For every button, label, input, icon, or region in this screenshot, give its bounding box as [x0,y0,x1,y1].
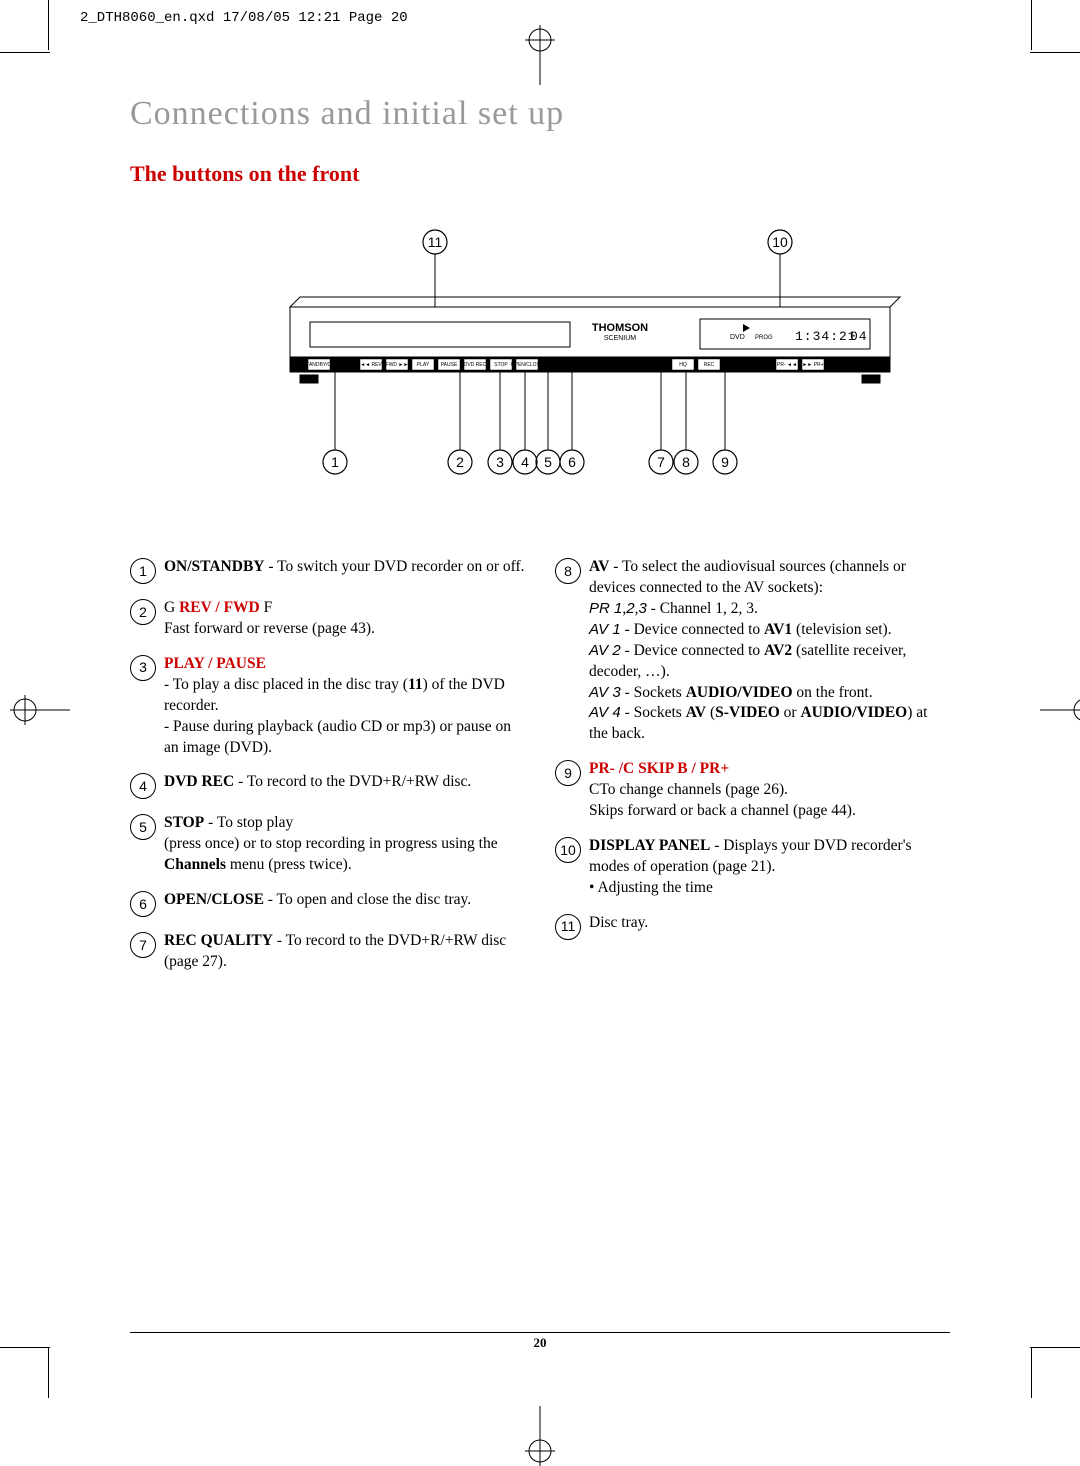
right-column: 8 AV - To select the audiovisual sources … [555,557,950,987]
svg-text:REC: REC [704,362,715,368]
item-body: REC QUALITY - To record to the DVD+R/+RW… [164,931,525,973]
item-4: 4 DVD REC - To record to the DVD+R/+RW di… [130,772,525,799]
item-body: DVD REC - To record to the DVD+R/+RW dis… [164,772,525,799]
svg-text:►► PR+: ►► PR+ [802,362,823,368]
item-body: ON/STANDBY - To switch your DVD recorder… [164,557,525,584]
brand-logo: THOMSON [592,322,648,334]
prepress-header: 2_DTH8060_en.qxd 17/08/05 12:21 Page 20 [80,10,408,26]
item-number-circle: 7 [130,932,156,958]
registration-mark-right [1040,695,1070,725]
item-number-circle: 5 [130,814,156,840]
item-body: PLAY / PAUSE- To play a disc placed in t… [164,654,525,759]
registration-mark-bottom [525,1406,555,1436]
svg-text:PAUSE: PAUSE [441,362,458,368]
svg-text:9: 9 [721,454,729,470]
item-number-circle: 11 [555,914,581,940]
svg-text:DVD REC: DVD REC [464,362,487,368]
item-body: G REV / FWD FFast forward or reverse (pa… [164,598,525,640]
item-number-circle: 6 [130,891,156,917]
section-title: The buttons on the front [130,161,950,187]
page-number: 20 [0,1335,1080,1351]
svg-text:6: 6 [568,454,576,470]
item-body: Disc tray. [589,913,950,940]
svg-text:PROG: PROG [755,335,773,341]
svg-text:STANDBY/ON: STANDBY/ON [303,362,336,368]
item-3: 3 PLAY / PAUSE- To play a disc placed in … [130,654,525,759]
item-number-circle: 10 [555,837,581,863]
svg-text:FWD ►►: FWD ►► [386,362,409,368]
svg-text:STOP: STOP [494,362,508,368]
item-9: 9 PR- /C SKIP B / PR+CTo change channels … [555,759,950,822]
svg-text:OPEN/CLOSE: OPEN/CLOSE [511,362,544,368]
svg-text:10: 10 [772,234,788,250]
svg-text:5: 5 [544,454,552,470]
svg-text:11: 11 [428,234,443,250]
item-1: 1 ON/STANDBY - To switch your DVD recorde… [130,557,525,584]
svg-text:HQ: HQ [679,362,687,368]
footer-rule [130,1332,950,1333]
item-body: STOP - To stop play(press once) or to st… [164,813,525,876]
page-content: Connections and initial set up The butto… [130,95,950,987]
item-number-circle: 3 [130,655,156,681]
item-number-circle: 8 [555,558,581,584]
svg-text:DVD: DVD [730,334,745,341]
svg-text:SCENIUM: SCENIUM [604,335,636,342]
item-body: DISPLAY PANEL - Displays your DVD record… [589,836,950,899]
item-7: 7 REC QUALITY - To record to the DVD+R/+R… [130,931,525,973]
svg-text:1: 1 [331,454,339,470]
item-8: 8 AV - To select the audiovisual sources … [555,557,950,745]
svg-text:1:34:21: 1:34:21 [795,329,857,344]
item-body: PR- /C SKIP B / PR+CTo change channels (… [589,759,950,822]
registration-mark-left [10,695,40,725]
registration-mark-top [525,25,555,55]
svg-text:PR- ◄◄: PR- ◄◄ [777,362,797,368]
item-body: OPEN/CLOSE - To open and close the disc … [164,890,525,917]
svg-text:04: 04 [850,329,868,344]
svg-text:2: 2 [456,454,464,470]
item-10: 10 DISPLAY PANEL - Displays your DVD reco… [555,836,950,899]
item-number-circle: 2 [130,599,156,625]
item-5: 5 STOP - To stop play(press once) or to s… [130,813,525,876]
svg-text:8: 8 [682,454,690,470]
svg-text:7: 7 [657,454,665,470]
item-body: AV - To select the audiovisual sources (… [589,557,950,745]
svg-text:3: 3 [496,454,504,470]
item-number-circle: 1 [130,558,156,584]
description-columns: 1 ON/STANDBY - To switch your DVD recorde… [130,557,950,987]
svg-text:◄◄ REV: ◄◄ REV [360,362,382,368]
left-column: 1 ON/STANDBY - To switch your DVD recorde… [130,557,525,987]
svg-text:4: 4 [521,454,529,470]
svg-text:PLAY: PLAY [417,362,430,368]
chapter-title: Connections and initial set up [130,95,950,133]
item-6: 6 OPEN/CLOSE - To open and close the disc… [130,890,525,917]
item-11: 11 Disc tray. [555,913,950,940]
item-2: 2 G REV / FWD FFast forward or reverse (p… [130,598,525,640]
dvd-front-diagram: THOMSON SCENIUM DVD PROG 1:34:21 04 STAN… [130,207,950,507]
item-number-circle: 9 [555,760,581,786]
item-number-circle: 4 [130,773,156,799]
